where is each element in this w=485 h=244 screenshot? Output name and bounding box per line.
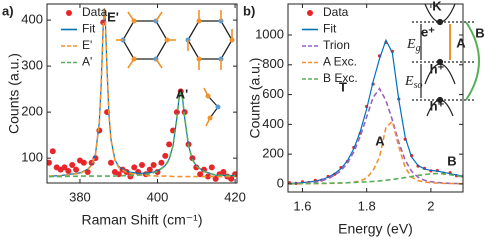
annotation: h⁺ bbox=[430, 98, 445, 113]
annotation: h⁺ bbox=[430, 61, 445, 76]
data-point bbox=[146, 166, 153, 173]
annotation: B bbox=[447, 153, 456, 168]
x-tick-label: 1.6 bbox=[293, 198, 311, 213]
data-point bbox=[197, 171, 204, 178]
energy-symbol: E bbox=[404, 74, 414, 89]
data-point bbox=[204, 173, 211, 180]
data-point bbox=[73, 166, 80, 173]
plot-area bbox=[288, 38, 463, 185]
x-tick-label: 420 bbox=[224, 189, 246, 204]
y-tick-label: 300 bbox=[21, 58, 43, 73]
panel-label: b) bbox=[243, 3, 255, 18]
a1-mode-icon bbox=[205, 93, 221, 121]
data-point bbox=[166, 141, 173, 148]
legend-label: A' bbox=[82, 55, 92, 69]
x-tick-label: 1.8 bbox=[358, 198, 376, 213]
panel-label: a) bbox=[2, 3, 14, 18]
axes-frame bbox=[46, 3, 238, 184]
fit-curve bbox=[289, 172, 463, 185]
data-point bbox=[139, 162, 145, 169]
fit-curve bbox=[289, 87, 463, 185]
vibration-arrows bbox=[116, 10, 233, 127]
data-point bbox=[107, 159, 114, 166]
data-point bbox=[61, 164, 68, 171]
transition-arrows bbox=[449, 21, 480, 101]
data-point bbox=[47, 159, 52, 166]
y-tick-label: 400 bbox=[262, 116, 284, 131]
x-tick-label: 2 bbox=[427, 198, 434, 213]
data-point bbox=[208, 164, 215, 171]
annotation: B bbox=[475, 25, 484, 40]
y-tick-label: 600 bbox=[262, 86, 284, 101]
y-tick-label: 200 bbox=[262, 146, 284, 161]
energy-subscript: so bbox=[414, 80, 423, 91]
data-point bbox=[127, 173, 134, 180]
data-point bbox=[49, 148, 56, 155]
fit-curve bbox=[48, 8, 236, 177]
data-point bbox=[65, 168, 72, 175]
annotation: T bbox=[339, 79, 347, 94]
legend-label: Fit bbox=[323, 22, 337, 36]
x-tick-label: 380 bbox=[69, 189, 91, 204]
annotation: A bbox=[375, 133, 385, 148]
band-diagram bbox=[412, 3, 475, 117]
y-tick-label: 0 bbox=[277, 175, 284, 190]
x-axis-label: Raman Shift (cm⁻¹) bbox=[82, 212, 203, 228]
data-point bbox=[131, 164, 138, 171]
fit-curve bbox=[48, 8, 236, 178]
y-tick-label: 400 bbox=[21, 12, 43, 27]
data-point bbox=[69, 162, 76, 169]
y-axis-label: Counts (a.u.) bbox=[6, 53, 22, 134]
y-tick-label: 200 bbox=[21, 104, 43, 119]
y-tick-label: 800 bbox=[262, 56, 284, 71]
axes-frame bbox=[287, 3, 464, 193]
data-point bbox=[158, 159, 165, 166]
legend-label: Data bbox=[323, 5, 349, 19]
annotation: A' bbox=[176, 86, 188, 101]
data-point bbox=[150, 162, 157, 169]
y-axis-label: Counts (a.u.) bbox=[247, 58, 263, 139]
crystal-atoms bbox=[120, 18, 235, 62]
x-tick-label: 400 bbox=[147, 189, 169, 204]
data-point bbox=[80, 159, 87, 166]
legend-marker bbox=[66, 10, 72, 16]
annotation: E' bbox=[107, 9, 119, 24]
y-tick-label: 100 bbox=[21, 150, 43, 165]
fit-curve bbox=[289, 119, 463, 185]
annotation: K bbox=[432, 0, 442, 13]
crystal-diagram bbox=[122, 20, 233, 60]
energy-label: Eg bbox=[406, 37, 421, 54]
annotation: e⁺ bbox=[421, 24, 435, 39]
y-tick-label: 1000 bbox=[255, 26, 284, 41]
fit-curve bbox=[289, 38, 463, 184]
legend-label: Fit bbox=[82, 22, 96, 36]
energy-symbol: E bbox=[406, 37, 416, 52]
energy-label: Eso bbox=[404, 74, 422, 91]
annotation: A bbox=[456, 35, 466, 50]
legend-label: A Exc. bbox=[323, 55, 357, 69]
legend-label: E' bbox=[82, 38, 92, 52]
data-point bbox=[162, 152, 169, 159]
data-point bbox=[193, 164, 200, 171]
legend-label: B Exc. bbox=[323, 71, 358, 85]
plot-area bbox=[47, 8, 237, 182]
legend-marker bbox=[307, 10, 313, 16]
fit-curve bbox=[48, 91, 236, 178]
energy-subscript: g bbox=[416, 43, 421, 54]
data-point bbox=[220, 168, 227, 175]
x-axis-label: Energy (eV) bbox=[338, 221, 413, 237]
legend-label: Data bbox=[82, 5, 108, 19]
legend-label: Trion bbox=[323, 38, 350, 52]
